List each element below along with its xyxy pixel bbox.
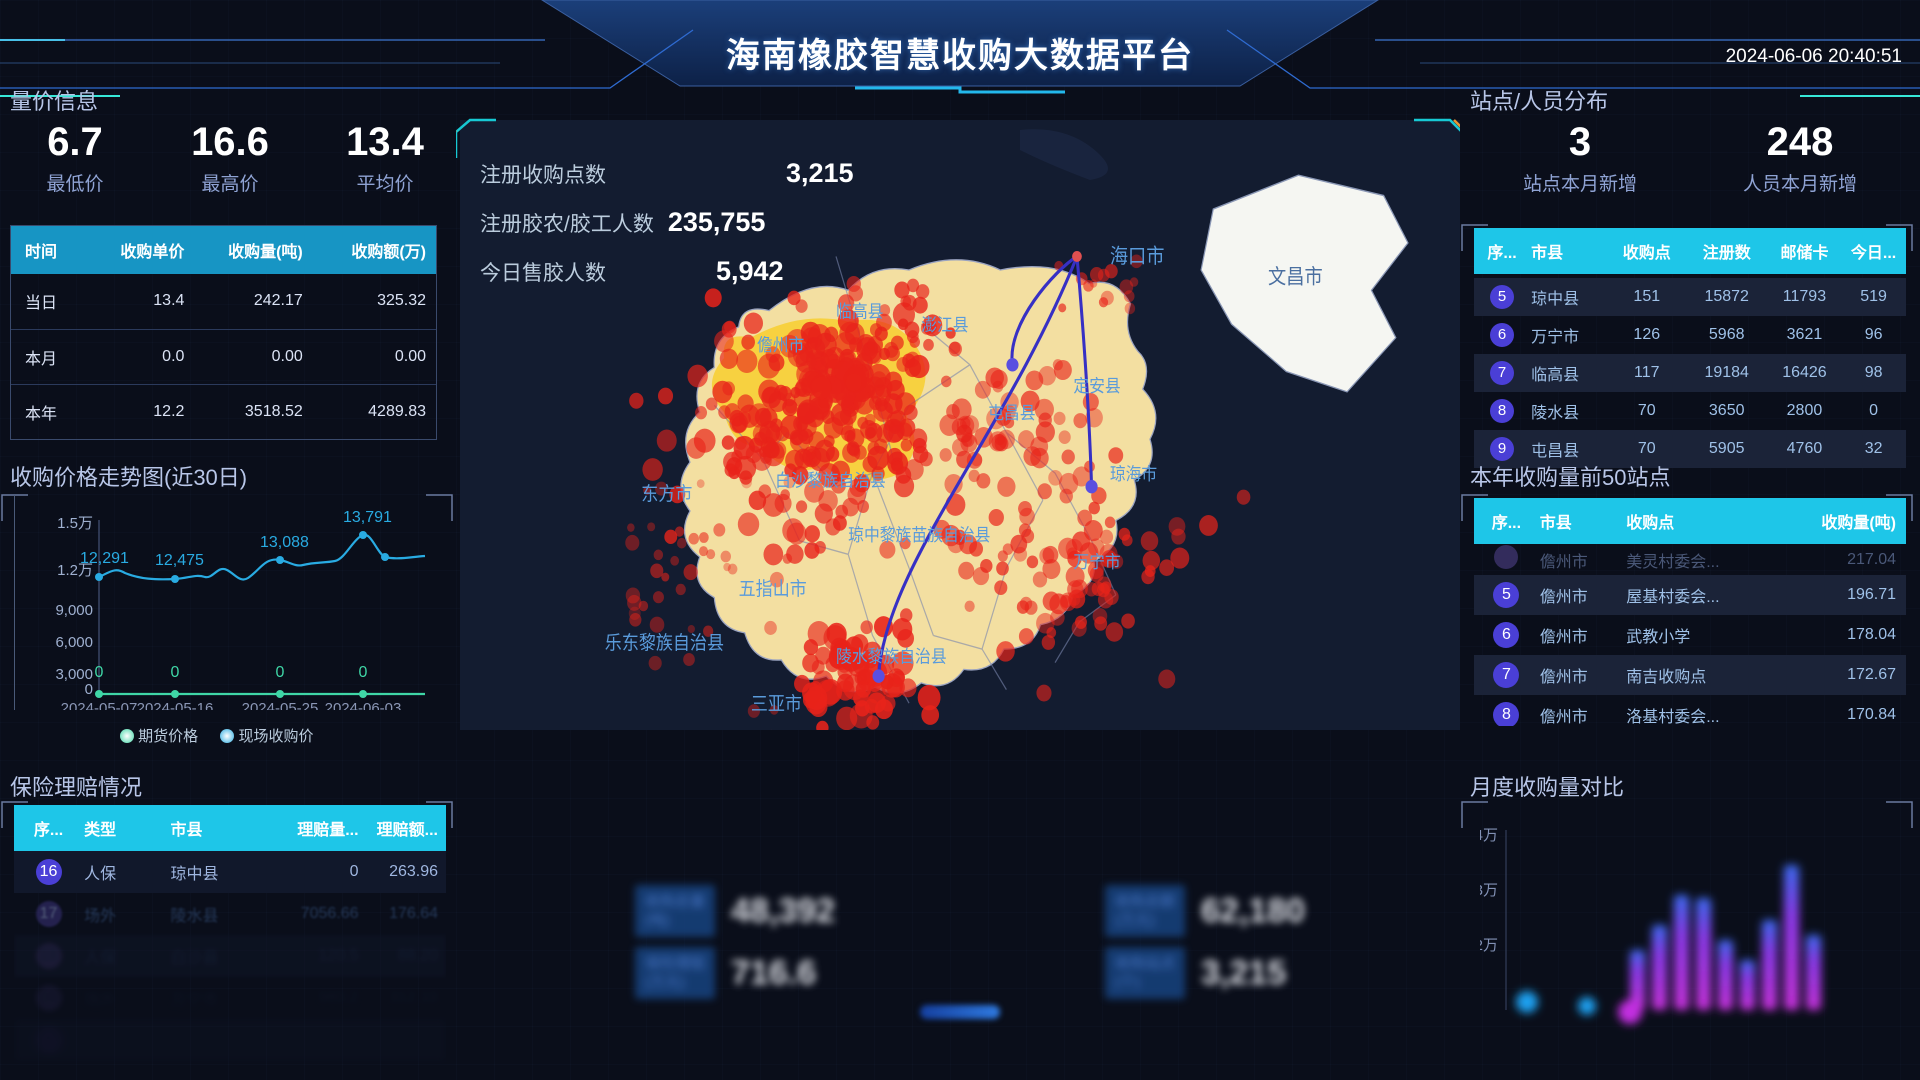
svg-text:12,475: 12,475: [155, 552, 204, 569]
svg-text:儋州市: 儋州市: [757, 335, 804, 355]
svg-text:琼中黎族苗族自治县: 琼中黎族苗族自治县: [848, 525, 990, 545]
svg-text:2024-05-16: 2024-05-16: [137, 700, 214, 710]
svg-text:五指山市: 五指山市: [739, 578, 807, 599]
svg-text:澎江县: 澎江县: [921, 315, 968, 335]
svg-text:定安县: 定安县: [1073, 376, 1120, 396]
svg-text:3万: 3万: [1480, 882, 1498, 899]
svg-text:1.5万: 1.5万: [57, 515, 93, 532]
svg-text:0: 0: [276, 664, 285, 681]
svg-text:9,000: 9,000: [55, 602, 93, 619]
svg-text:6,000: 6,000: [55, 634, 93, 651]
svg-text:琼海市: 琼海市: [1110, 464, 1157, 484]
svg-text:东方市: 东方市: [641, 483, 692, 504]
svg-text:13,791: 13,791: [343, 509, 392, 526]
svg-text:0: 0: [85, 681, 93, 698]
svg-text:2万: 2万: [1480, 937, 1498, 954]
svg-text:屯昌县: 屯昌县: [988, 403, 1035, 423]
svg-text:陵水黎族自治县: 陵水黎族自治县: [836, 647, 947, 667]
svg-text:文昌市: 文昌市: [1268, 266, 1323, 289]
svg-text:临高县: 临高县: [836, 302, 883, 322]
svg-text:2024-06-03: 2024-06-03: [325, 700, 402, 710]
svg-text:万宁市: 万宁市: [1073, 552, 1120, 572]
svg-text:0: 0: [359, 664, 368, 681]
svg-text:4万: 4万: [1480, 827, 1498, 844]
svg-text:0: 0: [171, 664, 180, 681]
svg-text:0: 0: [95, 664, 104, 681]
svg-text:2024-05-25: 2024-05-25: [242, 700, 319, 710]
svg-text:乐东黎族自治县: 乐东黎族自治县: [605, 632, 724, 653]
svg-text:白沙黎族自治县: 白沙黎族自治县: [775, 471, 886, 491]
svg-text:三亚市: 三亚市: [751, 693, 802, 714]
svg-text:海口市: 海口市: [1110, 245, 1165, 268]
svg-text:12,291: 12,291: [80, 550, 129, 567]
svg-text:2024-05-07: 2024-05-07: [61, 700, 138, 710]
svg-text:13,088: 13,088: [260, 534, 309, 551]
